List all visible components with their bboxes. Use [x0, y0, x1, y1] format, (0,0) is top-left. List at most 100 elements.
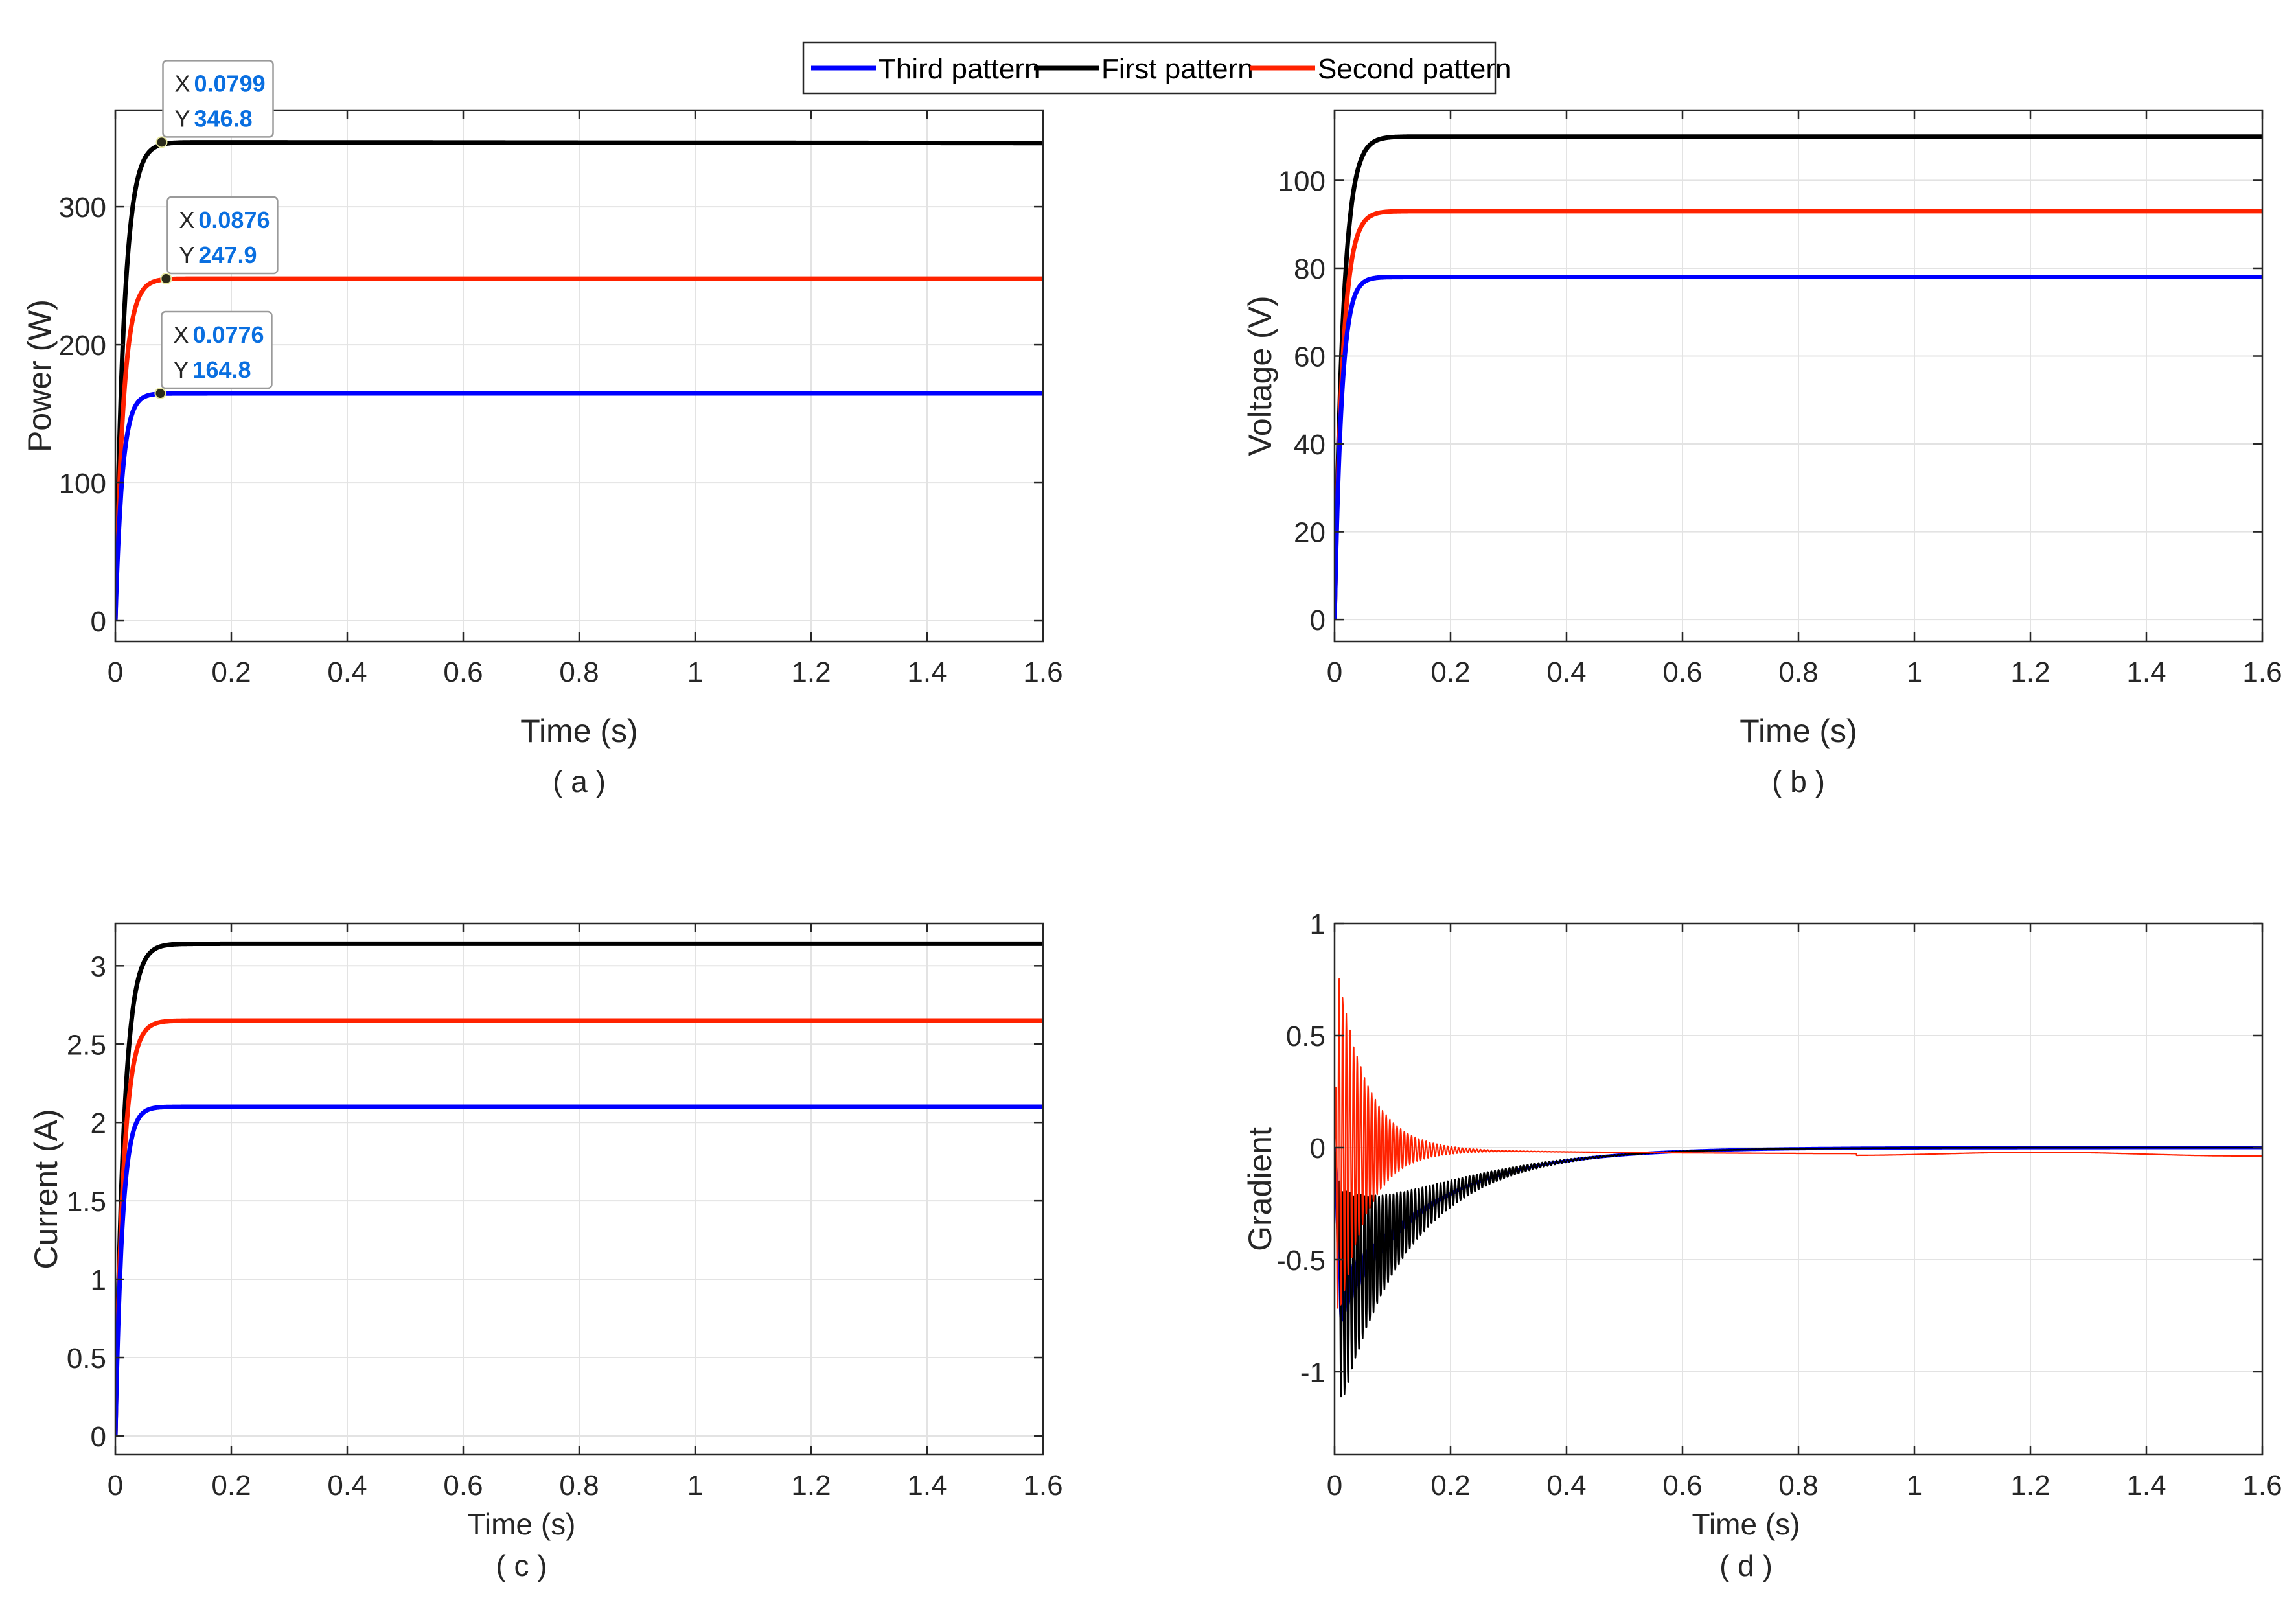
x-tick-label: 1 — [1907, 1470, 1922, 1501]
y-tick-label: -0.5 — [1276, 1245, 1326, 1277]
datatip-y-label: Y — [175, 105, 190, 132]
y-tick-label: 300 — [59, 192, 106, 224]
x-tick-label: 1.2 — [2010, 656, 2050, 688]
y-tick-label: 80 — [1294, 253, 1326, 285]
y-tick-label: 1 — [1310, 909, 1326, 940]
x-tick-label: 0.8 — [559, 656, 599, 688]
x-tick-label: 0.6 — [443, 656, 483, 688]
datatip-y-value: 346.8 — [194, 105, 253, 132]
datatip-y-label: Y — [173, 356, 189, 383]
y-tick-label: 1 — [91, 1264, 106, 1296]
datatip-x-label: X — [173, 321, 189, 348]
series-line-second — [1335, 978, 2262, 1309]
tick-group: 0 0.2 0.4 0.6 0.8 1 1.2 1.4 1.6 -1 -0.5 0 0.5 1 — [1276, 909, 2282, 1501]
x-axis-label: Time (s) — [1692, 1507, 1800, 1541]
x-tick-label: 0 — [1327, 656, 1342, 688]
series-line-third — [115, 391, 1043, 621]
y-tick-label: -1 — [1300, 1357, 1326, 1389]
x-tick-label: 1.6 — [2242, 1470, 2282, 1501]
series-line-first — [115, 941, 1043, 1437]
x-tick-label: 1 — [687, 656, 703, 688]
y-tick-label: 2 — [91, 1107, 106, 1139]
datatip-marker — [154, 388, 166, 400]
panel-caption: ( a ) — [553, 765, 606, 798]
x-axis-label: Time (s) — [468, 1507, 576, 1541]
datatip-y-value: 164.8 — [192, 356, 251, 383]
datatip-y-value: 247.9 — [198, 242, 257, 268]
y-tick-label: 0.5 — [1286, 1021, 1326, 1052]
datatip-marker — [160, 273, 172, 285]
x-tick-label: 0.2 — [211, 656, 251, 688]
series-line-first — [1335, 1146, 2262, 1398]
series-line-third — [115, 1104, 1043, 1437]
datatip-box — [161, 310, 273, 389]
x-tick-label: 0 — [1327, 1470, 1342, 1501]
datatip-box — [162, 60, 274, 138]
legend-label-first: First pattern — [1101, 53, 1254, 85]
x-tick-label: 0.6 — [1662, 656, 1702, 688]
grid — [115, 923, 1043, 1455]
legend-entry-second: Second pattern — [1250, 53, 1511, 85]
x-tick-label: 1.2 — [791, 656, 831, 688]
x-tick-label: 0.8 — [1778, 656, 1818, 688]
grid — [115, 110, 1043, 642]
y-axis-label: Current (A) — [28, 1109, 64, 1269]
legend-label-third: Third pattern — [878, 53, 1040, 85]
x-tick-label: 1.6 — [1023, 1470, 1062, 1501]
y-axis-label: Gradient — [1242, 1127, 1278, 1251]
x-tick-label: 0.2 — [1430, 656, 1470, 688]
series-group — [115, 140, 1043, 621]
y-tick-label: 0 — [1310, 1133, 1326, 1164]
x-axis-label: Time (s) — [520, 713, 637, 749]
tick-group: 0 0.2 0.4 0.6 0.8 1 1.2 1.4 1.6 0 100 200 300 — [59, 110, 1063, 688]
series-group — [1335, 978, 2262, 1398]
y-tick-label: 200 — [59, 330, 106, 362]
panel-caption: ( b ) — [1772, 765, 1825, 798]
y-tick-label: 3 — [91, 951, 106, 982]
series-line-first — [1335, 134, 2262, 620]
panel-caption: ( c ) — [496, 1549, 547, 1582]
y-tick-label: 100 — [59, 468, 106, 500]
x-tick-label: 0.2 — [1430, 1470, 1470, 1501]
gradient-chart: 0 0.2 0.4 0.6 0.8 1 1.2 1.4 1.6 -1 -0.5 0 0.5 1 Time … — [1242, 909, 2282, 1582]
y-axis-label: Power (W) — [21, 299, 58, 452]
legend-entry-first: First pattern — [1034, 53, 1254, 85]
x-tick-label: 1 — [687, 1470, 703, 1501]
datatip-y-label: Y — [179, 242, 194, 268]
y-tick-label: 1.5 — [67, 1186, 106, 1218]
y-tick-label: 40 — [1294, 429, 1326, 461]
x-tick-label: 0.4 — [327, 656, 367, 688]
datatip-box — [166, 196, 279, 275]
series-group — [115, 941, 1043, 1437]
grid — [1335, 110, 2262, 642]
datatip-x-label: X — [179, 207, 194, 233]
y-tick-label: 100 — [1278, 165, 1326, 197]
legend-label-second: Second pattern — [1318, 53, 1511, 85]
x-tick-label: 0.6 — [443, 1470, 483, 1501]
y-tick-label: 0 — [1310, 605, 1326, 636]
y-axis-label: Voltage (V) — [1242, 295, 1278, 456]
y-tick-label: 20 — [1294, 517, 1326, 549]
datatip-x-value: 0.0776 — [192, 321, 264, 348]
series-line-second — [115, 276, 1043, 621]
y-tick-label: 0 — [91, 606, 106, 638]
x-tick-label: 0.2 — [211, 1470, 251, 1501]
x-tick-label: 1.2 — [2010, 1470, 2050, 1501]
x-tick-label: 0.4 — [327, 1470, 367, 1501]
x-tick-label: 1.4 — [907, 656, 947, 688]
x-tick-label: 0 — [108, 1470, 123, 1501]
datatip-x-label: X — [175, 70, 190, 97]
y-tick-label: 0 — [91, 1421, 106, 1453]
panel-caption: ( d ) — [1719, 1549, 1773, 1582]
x-tick-label: 1.4 — [2126, 1470, 2166, 1501]
legend-box — [802, 41, 1497, 95]
datatip-x-value: 0.0799 — [194, 70, 266, 97]
legend: Third pattern First pattern Second patte… — [802, 41, 1511, 95]
x-tick-label: 1.4 — [2126, 656, 2166, 688]
x-tick-label: 0.8 — [1778, 1470, 1818, 1501]
datatip-marker — [155, 136, 168, 148]
